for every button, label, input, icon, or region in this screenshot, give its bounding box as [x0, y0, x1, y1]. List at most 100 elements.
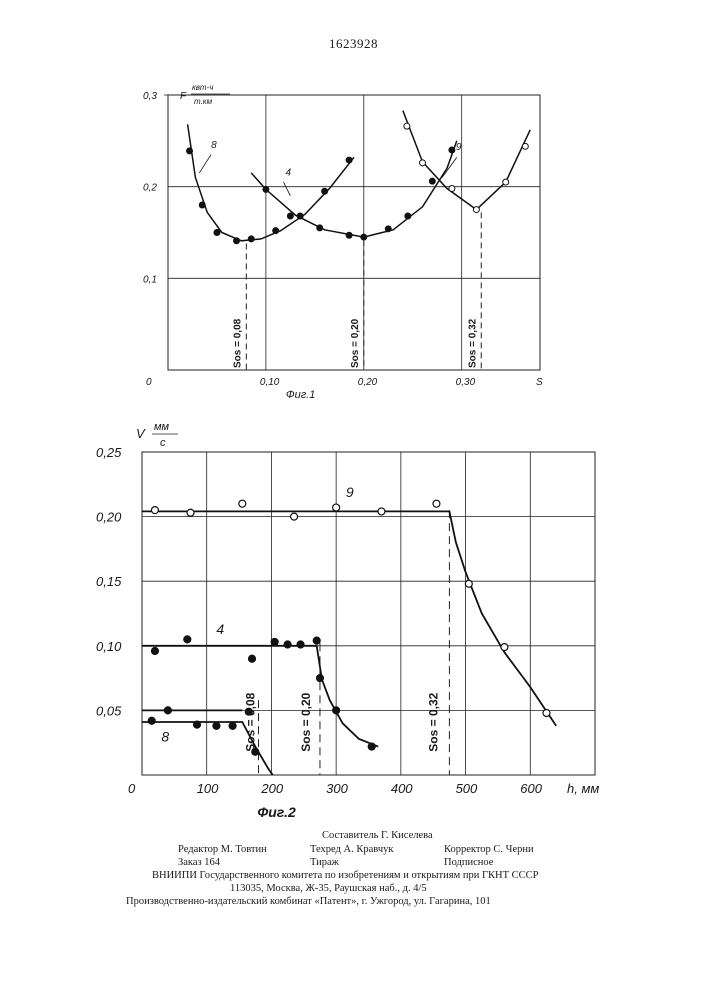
fig1-annotation-label: Sos = 0,32 [467, 318, 478, 368]
fig2-series-label-8: 8 [161, 728, 169, 744]
fig1-point-4 [384, 225, 392, 233]
imprint-publisher: Производственно-издательский комбинат «П… [126, 896, 491, 907]
figure-2-chart: 0 100 200 300 400 500 600 0,05 0,10 0,15 0,20 0,25 h… [96, 421, 599, 820]
fig1-x-tick-label: 0,20 [358, 377, 378, 388]
fig2-point-9 [238, 499, 247, 508]
fig1-y-unit-denominator: т.км [194, 97, 213, 106]
fig2-y-tick-label: 0,05 [96, 703, 122, 718]
imprint-editor: Редактор М. Товтин [178, 844, 267, 855]
fig1-point-8 [321, 187, 329, 195]
imprint-vniipi: ВНИИПИ Государственного комитета по изоб… [152, 870, 539, 881]
fig2-x-tick-label: 100 [197, 781, 219, 796]
imprint-techred: Техред А. Кравчук [310, 844, 394, 855]
fig1-point-4 [286, 212, 294, 220]
fig2-y-axis-label: V [136, 426, 146, 441]
fig2-point-4 [283, 640, 292, 649]
fig2-x-tick-label: 500 [456, 781, 478, 796]
imprint-podpisnoe: Подписное [444, 857, 494, 868]
fig2-grid [141, 433, 596, 776]
fig2-point-9 [464, 579, 473, 588]
fig1-y-axis-label: F [180, 91, 187, 102]
fig2-caption: Фиг.2 [257, 804, 296, 820]
fig2-point-4 [247, 654, 257, 663]
fig1-leader-9 [441, 157, 458, 178]
fig2-point-9 [542, 708, 551, 718]
fig1-annotation-label: Sos = 0,20 [350, 318, 361, 368]
imprint-order: Заказ 164 [178, 857, 221, 868]
fig2-y-tick-label: 0,20 [96, 510, 122, 525]
fig1-series-label-8: 8 [211, 140, 217, 151]
fig1-point-8 [296, 212, 304, 220]
imprint-corrector: Корректор С. Черни [444, 844, 534, 855]
fig2-point-4 [270, 637, 279, 647]
fig2-y-unit-denominator: с [160, 437, 166, 449]
fig2-y-tick-label: 0,10 [96, 639, 122, 654]
fig2-point-9 [500, 642, 509, 652]
fig2-y-tick-label: 0,15 [96, 574, 122, 589]
fig2-x-axis-label: h, мм [567, 781, 599, 796]
fig1-point-8 [233, 237, 241, 245]
fig2-point-4 [296, 640, 305, 649]
fig1-point-4 [448, 146, 456, 154]
fig2-point-9 [289, 512, 299, 521]
fig2-y-unit-numerator: мм [154, 421, 170, 433]
fig1-point-4 [262, 185, 270, 193]
fig1-y-tick-label: 0,3 [143, 91, 157, 102]
fig1-x-tick-label: 0,30 [456, 377, 476, 388]
fig1-point-4 [316, 224, 324, 232]
fig1-x-axis-label: S [536, 377, 543, 388]
imprint-address: 113035, Москва, Ж-35, Раушская наб., д. … [230, 883, 427, 894]
fig1-point-9 [502, 178, 510, 186]
fig2-x-tick-label: 600 [520, 781, 542, 796]
fig2-labels: 0 100 200 300 400 500 600 0,05 0,10 0,15 0,20 0,25 h… [96, 421, 599, 820]
fig1-points [186, 122, 529, 245]
fig2-point-4 [183, 635, 192, 644]
fig2-point-8 [212, 721, 221, 731]
fig2-frame [141, 451, 596, 776]
fig2-y-tick-label: 0,25 [96, 445, 122, 460]
fig1-frame [167, 94, 541, 371]
fig1-curves [186, 110, 531, 242]
fig1-point-8 [213, 229, 221, 236]
fig1-point-4 [345, 231, 353, 239]
fig1-point-8 [345, 156, 353, 164]
fig1-leader-8 [198, 154, 212, 174]
fig1-point-8 [247, 235, 255, 243]
fig2-point-8 [244, 707, 253, 716]
patent-number: 1623928 [329, 36, 378, 51]
fig1-curve-4 [250, 140, 458, 238]
fig1-x-tick-label: 0 [146, 377, 152, 388]
imprint-tirazh: Тираж [310, 857, 339, 868]
fig1-point-4 [360, 233, 368, 241]
fig2-series-label-4: 4 [216, 621, 224, 637]
fig2-point-8 [228, 721, 237, 731]
fig1-y-tick-label: 0,1 [143, 274, 157, 285]
fig1-point-9 [521, 142, 529, 150]
fig1-grid [164, 93, 541, 371]
fig1-curve-9 [402, 110, 531, 211]
fig1-series-label-4: 4 [285, 168, 291, 179]
fig1-y-unit-numerator: квт-ч [192, 83, 213, 92]
fig2-curve-8 [142, 721, 274, 776]
fig2-point-4 [332, 706, 341, 715]
fig2-point-9 [432, 499, 441, 508]
fig2-point-9 [150, 506, 160, 515]
fig2-point-4 [150, 646, 160, 656]
fig2-x-tick-label: 300 [326, 781, 348, 796]
fig2-series-label-9: 9 [346, 484, 354, 500]
fig2-point-8 [251, 747, 260, 756]
fig1-point-9 [419, 159, 427, 167]
fig2-x-tick-label: 0 [128, 781, 136, 796]
fig1-annotation-label: Sos = 0,08 [232, 318, 243, 368]
fig2-point-8 [192, 720, 202, 729]
fig2-point-9 [186, 508, 195, 517]
fig2-point-8 [163, 706, 172, 715]
fig1-point-9 [448, 185, 456, 192]
fig2-annotation-label: Sos = 0,32 [426, 692, 440, 751]
fig1-point-9 [403, 122, 411, 130]
fig2-annotation-label: Sos = 0,08 [243, 692, 257, 751]
fig2-point-4 [315, 674, 325, 683]
fig1-point-4 [428, 177, 436, 185]
